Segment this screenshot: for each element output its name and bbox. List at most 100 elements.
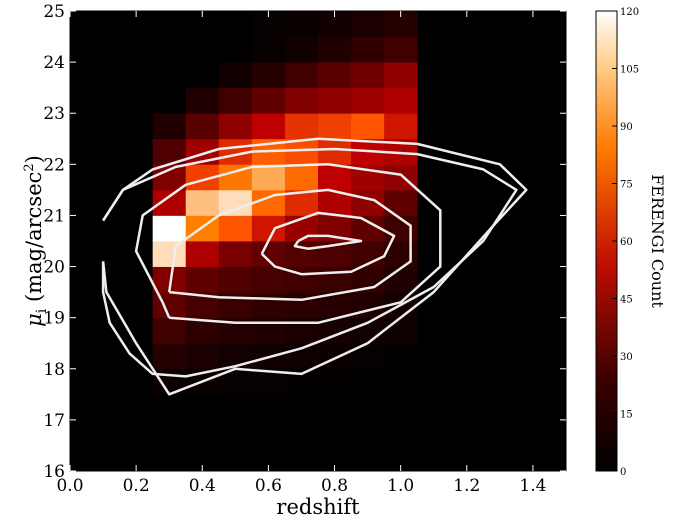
heatmap-cell	[218, 11, 253, 37]
heatmap-cell	[218, 189, 253, 216]
heatmap-cell	[318, 343, 352, 370]
heatmap-cell	[185, 87, 220, 114]
heatmap-cell	[251, 241, 286, 267]
x-tick-label: 1.0	[387, 476, 414, 496]
heatmap-cell	[152, 215, 187, 242]
heatmap-cell	[218, 266, 253, 293]
heatmap-cell	[152, 11, 187, 37]
y-tick-label: 24	[43, 53, 65, 73]
x-tick-label: 1.4	[519, 476, 546, 496]
heatmap-cell	[251, 215, 286, 242]
heatmap-cell	[284, 113, 319, 140]
heatmap-cell	[284, 87, 319, 114]
heatmap-cell	[351, 36, 385, 63]
y-axis-label: μi (mag/arcsec2)	[22, 155, 50, 327]
heatmap-cell	[152, 241, 187, 267]
heatmap-cell	[218, 36, 253, 63]
heatmap-cell	[152, 292, 187, 319]
colorbar-tick-label: 105	[620, 65, 639, 76]
contour-line	[101, 137, 528, 396]
heatmap-cell	[351, 11, 385, 37]
colorbar-tick-label: 90	[620, 122, 633, 133]
colorbar-tick-label: 15	[620, 410, 633, 421]
heatmap-cells	[152, 11, 418, 395]
heatmap-cell	[152, 36, 187, 63]
y-axis-label-sup: 2	[22, 163, 37, 171]
heatmap-cell	[152, 189, 187, 216]
colorbar-tick-label: 120	[620, 7, 639, 18]
contour-lines	[101, 137, 528, 396]
heatmap-cell	[318, 266, 352, 293]
heatmap-cell	[384, 36, 418, 63]
y-tick-label: 16	[43, 462, 65, 482]
y-axis-ticks: 16 17 18 19 20 21 22 23 24 25	[43, 2, 566, 482]
heatmap-cell	[318, 368, 352, 395]
heatmap-cell	[152, 62, 187, 89]
colorbar-ticks: 0 15 30 45 60 75 90 105 120	[612, 7, 639, 478]
heatmap-cell	[152, 317, 187, 344]
heatmap-cell	[318, 113, 352, 140]
heatmap-cell	[351, 368, 385, 395]
heatmap-cell	[284, 164, 319, 191]
y-tick-label: 20	[43, 258, 65, 278]
heatmap-cell	[384, 343, 418, 370]
heatmap-cell	[351, 62, 385, 89]
x-tick-label: 0.6	[255, 476, 282, 496]
x-tick-label: 0.2	[123, 476, 150, 496]
heatmap-cell	[351, 343, 385, 370]
y-axis-label-sub: i	[34, 308, 50, 313]
contour-line	[260, 211, 396, 276]
heatmap-cell	[351, 113, 385, 140]
heatmap-cell	[152, 343, 187, 370]
y-tick-label: 25	[43, 2, 65, 22]
heatmap-cell	[284, 11, 319, 37]
heatmap-cell	[251, 113, 286, 140]
heatmap-cell	[251, 62, 286, 89]
heatmap-cell	[218, 215, 253, 242]
heatmap-cell	[384, 317, 418, 344]
x-tick-label: 1.2	[453, 476, 480, 496]
heatmap-cell	[351, 87, 385, 114]
heatmap-cell	[384, 62, 418, 89]
contour-line	[293, 234, 363, 250]
heatmap-cell	[152, 87, 187, 114]
heatmap-cell	[284, 36, 319, 63]
colorbar-tick-label: 45	[620, 295, 633, 306]
y-axis-label-end: )	[22, 155, 46, 163]
x-axis-ticks: 0.0 0.2 0.4 0.6 0.8 1.0 1.2 1.4	[56, 11, 546, 496]
y-axis-label-rest: (mag/arcsec	[22, 172, 46, 309]
heatmap-cell	[152, 113, 187, 140]
heatmap-cell	[384, 113, 418, 140]
heatmap-cell	[218, 62, 253, 89]
heatmap-cell	[318, 87, 352, 114]
heatmap-cell	[284, 241, 319, 267]
colorbar-tick-label: 0	[620, 467, 626, 478]
x-tick-label: 0.4	[189, 476, 216, 496]
heatmap-cell	[218, 113, 253, 140]
heatmap-cell	[318, 138, 352, 165]
heatmap-cell	[185, 241, 220, 267]
plot-frame	[69, 10, 567, 472]
heatmap-cell	[251, 36, 286, 63]
heatmap-cell	[384, 87, 418, 114]
heatmap-cell	[318, 36, 352, 63]
heatmap-cell	[284, 292, 319, 319]
heatmap-cell	[318, 164, 352, 191]
y-tick-label: 23	[43, 104, 65, 124]
heatmap-cell	[185, 36, 220, 63]
contour-line	[101, 147, 518, 378]
x-tick-label: 0.8	[321, 476, 348, 496]
heatmap-cell	[185, 189, 220, 216]
heatmap-cell	[384, 368, 418, 395]
heatmap-cell	[218, 87, 253, 114]
heatmap-cell	[251, 292, 286, 319]
y-tick-label: 17	[43, 411, 65, 431]
heatmap-cell	[218, 241, 253, 267]
heatmap-cell	[251, 87, 286, 114]
x-axis-label: redshift	[276, 495, 360, 519]
heatmap-cell	[185, 113, 220, 140]
heatmap-cell	[284, 138, 319, 165]
colorbar-tick-label: 75	[620, 180, 633, 191]
y-tick-label: 19	[43, 309, 65, 329]
